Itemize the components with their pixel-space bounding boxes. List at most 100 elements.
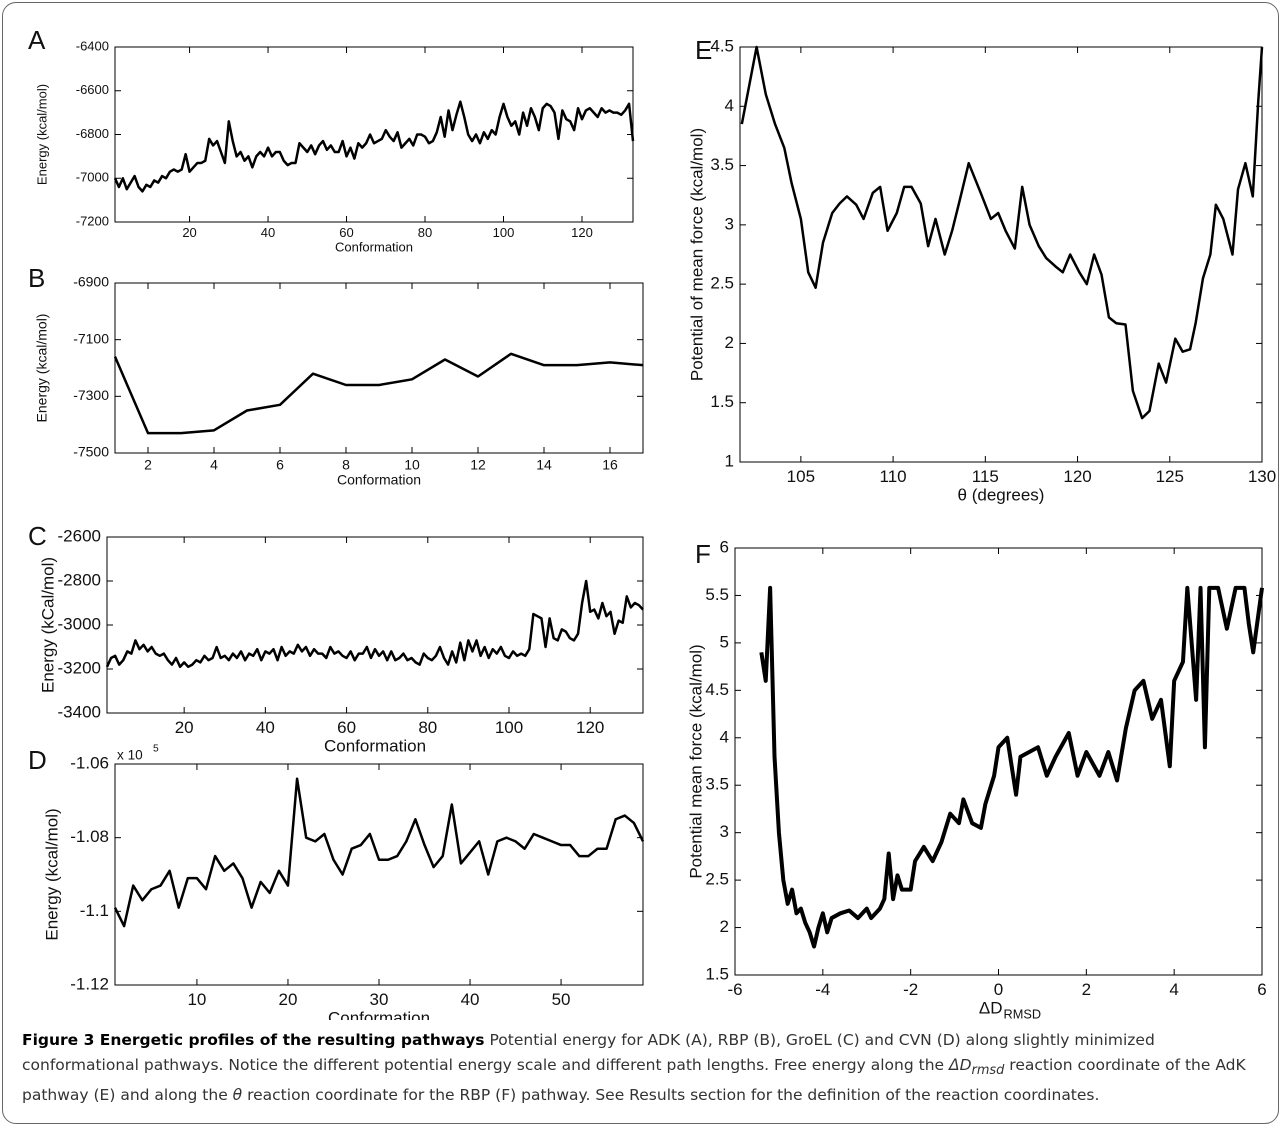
y-tick-label: 3.5 <box>705 775 729 794</box>
y-tick-label: -7200 <box>76 213 109 228</box>
x-tick-label: 120 <box>1063 467 1091 486</box>
x-tick-label: 125 <box>1156 467 1184 486</box>
y-tick-label: -1.06 <box>70 753 109 772</box>
x-tick-label: 10 <box>404 456 420 472</box>
y-tick-label: 2.5 <box>710 274 734 293</box>
x-tick-label: 120 <box>571 225 593 240</box>
data-line <box>113 352 644 435</box>
x-axis-label: θ (degrees) <box>958 485 1045 504</box>
x-tick-label: 40 <box>461 990 480 1009</box>
x-tick-label: 80 <box>418 718 437 737</box>
y-tick-label: 6 <box>720 537 729 556</box>
x-axis-label: Conformation <box>328 1008 430 1020</box>
plot-area <box>734 547 1263 976</box>
y-tick-label: 1.5 <box>705 964 729 983</box>
x-tick-label: 60 <box>339 225 353 240</box>
panel-label: D <box>28 745 47 775</box>
x-tick-label: 20 <box>182 225 196 240</box>
y-tick-label: 4 <box>720 727 729 746</box>
caption-symbol: ΔD <box>949 1056 972 1074</box>
y-tick-label: -6900 <box>73 274 109 290</box>
plot-area <box>114 282 644 454</box>
y-tick-label: 4.5 <box>705 680 729 699</box>
y-tick-label: 3.5 <box>710 155 734 174</box>
x-tick-label: 6 <box>1257 980 1266 999</box>
y-tick-label: 1 <box>725 451 734 470</box>
data-line <box>113 777 645 928</box>
y-tick-label: -6600 <box>76 82 109 97</box>
y-tick-label: 2 <box>720 917 729 936</box>
caption-text: reaction coordinate of the AdK pathway (… <box>22 1056 1246 1105</box>
x-tick-label: 20 <box>279 990 298 1009</box>
caption: Figure 3 Energetic profiles of the resul… <box>22 1028 1267 1108</box>
y-tick-label: -1.1 <box>80 901 109 920</box>
x-tick-label: 14 <box>536 456 552 472</box>
caption-symbol: θ <box>232 1086 243 1105</box>
y-tick-label: -2600 <box>58 526 101 545</box>
x-tick-label: 4 <box>1169 980 1178 999</box>
panel-label: A <box>28 25 46 55</box>
x-axis-label: Conformation <box>335 239 413 254</box>
y-tick-label: -7300 <box>73 387 109 403</box>
y-tick-label: 4 <box>725 96 734 115</box>
x-tick-label: 0 <box>994 980 1003 999</box>
y-axis-label: Potential of mean force (kcal/mol) <box>687 128 706 381</box>
y-axis-label: Energy (kCal/mol) <box>38 557 57 693</box>
x-tick-label: 105 <box>787 467 815 486</box>
y-tick-label: 4.5 <box>710 36 734 55</box>
caption-subscript: rmsd <box>971 1063 1005 1079</box>
y-axis-label: Energy (kcal/mol) <box>34 314 50 423</box>
x-tick-label: 80 <box>418 225 432 240</box>
caption-title: Figure 3 Energetic profiles of the resul… <box>22 1031 485 1049</box>
x-tick-label: 2 <box>144 456 152 472</box>
caption-text: reaction coordinate for the RBP (F) path… <box>247 1086 1100 1105</box>
x-tick-label: 40 <box>256 718 275 737</box>
x-tick-label: 50 <box>552 990 571 1009</box>
y-axis-label: Potential mean force (kcal/mol) <box>686 644 705 878</box>
panel-label: B <box>28 263 45 293</box>
x-tick-label: 60 <box>337 718 356 737</box>
x-tick-label: 6 <box>276 456 284 472</box>
plot-area <box>739 46 1263 463</box>
y-tick-label: 2.5 <box>705 870 729 889</box>
x-tick-label: 30 <box>370 990 389 1009</box>
axis-multiplier-exponent: 5 <box>153 744 159 755</box>
y-tick-label: -6400 <box>76 38 109 53</box>
x-tick-label: 115 <box>972 467 999 486</box>
y-tick-label: 5.5 <box>705 585 729 604</box>
x-tick-label: 20 <box>175 718 194 737</box>
y-tick-label: -7000 <box>76 170 109 185</box>
y-tick-label: 2 <box>725 333 734 352</box>
y-tick-label: -7100 <box>73 330 109 346</box>
panel-label: E <box>695 35 712 65</box>
y-tick-label: 5 <box>720 632 729 651</box>
y-tick-label: -1.12 <box>70 974 109 993</box>
x-tick-label: -4 <box>815 980 830 999</box>
panel-label: F <box>695 539 711 569</box>
plot-area <box>106 536 644 714</box>
x-tick-label: 8 <box>342 456 350 472</box>
x-tick-label: 12 <box>470 456 486 472</box>
y-axis-label: Energy (kcal/mol) <box>34 84 49 185</box>
y-tick-label: -3200 <box>58 658 101 677</box>
x-tick-label: 110 <box>880 467 907 486</box>
x-tick-label: 130 <box>1248 467 1276 486</box>
x-tick-label: -6 <box>727 980 742 999</box>
x-axis-label: Conformation <box>324 736 426 755</box>
y-tick-label: 3 <box>725 214 734 233</box>
caption-text: Potential energy for ADK (A), RBP (B), G… <box>22 1031 1155 1074</box>
data-line <box>759 585 1264 949</box>
y-tick-label: -3400 <box>58 702 101 721</box>
x-axis-label-subscript: RMSD <box>1004 1006 1042 1020</box>
y-tick-label: -1.08 <box>70 827 109 846</box>
data-line <box>105 579 644 669</box>
y-tick-label: -6800 <box>76 126 109 141</box>
x-tick-label: 100 <box>493 225 515 240</box>
x-axis-label: Conformation <box>337 472 421 488</box>
axis-multiplier: x 10 <box>117 748 143 763</box>
data-line <box>740 45 1264 420</box>
y-tick-label: -7500 <box>73 444 109 460</box>
x-tick-label: -2 <box>903 980 918 999</box>
